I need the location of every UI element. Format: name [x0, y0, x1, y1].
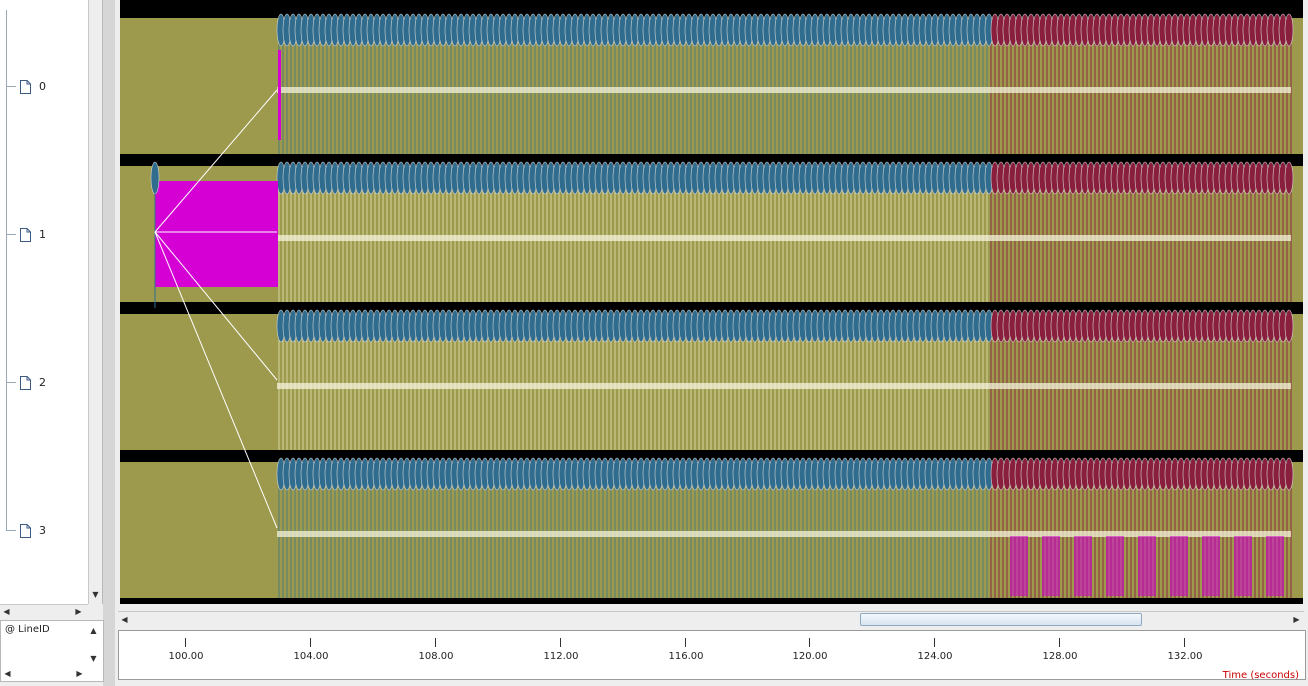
timeline-canvas[interactable]	[120, 0, 1303, 604]
attribute-label: @ LineID	[5, 624, 50, 635]
right-arrow-icon[interactable]: ▶	[1293, 614, 1300, 624]
axis-tick-label: 100.00	[168, 651, 204, 662]
state-block	[1042, 536, 1060, 596]
tree-vertical-scrollbar[interactable]: ▼	[88, 0, 102, 604]
state-oval	[150, 161, 160, 195]
document-icon	[20, 227, 31, 242]
up-arrow-icon[interactable]: ▲	[90, 625, 97, 635]
axis-tick-label: 108.00	[418, 651, 454, 662]
link-band	[277, 87, 1291, 93]
document-icon	[20, 79, 31, 94]
left-arrow-icon[interactable]: ◀	[121, 614, 128, 624]
state-block	[1010, 536, 1028, 596]
state-block	[1234, 536, 1252, 596]
tree-horizontal-scrollbar[interactable]: ◀ ▶	[0, 604, 88, 618]
axis-tick	[310, 638, 311, 647]
state-block	[1266, 536, 1284, 596]
thread-separator	[120, 0, 1303, 18]
axis-tick	[934, 638, 935, 647]
axis-tick	[809, 638, 810, 647]
panel-splitter[interactable]	[103, 0, 115, 686]
thread-separator	[120, 598, 1303, 604]
axis-tick-label: 120.00	[792, 651, 828, 662]
axis-tick-label: 132.00	[1167, 651, 1203, 662]
document-icon	[20, 375, 31, 390]
state-oval	[1284, 457, 1294, 491]
tree-item-label: 0	[39, 79, 46, 93]
axis-tick	[1184, 638, 1185, 647]
time-axis: 100.00 104.00 108.00 112.00 116.00 120.0…	[118, 630, 1306, 681]
left-arrow-icon[interactable]: ◀	[3, 606, 10, 616]
right-arrow-icon[interactable]: ▶	[75, 606, 82, 616]
axis-tick-label: 128.00	[1042, 651, 1078, 662]
tree-connector	[6, 10, 7, 530]
tree-item-1[interactable]: 1	[20, 226, 46, 242]
link-band	[277, 383, 1291, 389]
timeline-horizontal-scrollbar[interactable]: ◀ ▶	[118, 611, 1304, 627]
communication-line	[154, 89, 278, 233]
communication-line	[154, 231, 278, 529]
axis-tick-label: 104.00	[293, 651, 329, 662]
communication-line	[154, 231, 278, 381]
thread-tree-panel: 0 1 2 3	[0, 0, 103, 604]
state-oval	[1284, 309, 1294, 343]
state-block	[1138, 536, 1156, 596]
axis-tick	[1059, 638, 1060, 647]
axis-tick	[560, 638, 561, 647]
state-block	[155, 181, 278, 287]
state-oval	[1284, 13, 1294, 47]
tree-item-3[interactable]: 3	[20, 522, 46, 538]
state-oval	[1284, 161, 1294, 195]
link-band	[277, 531, 1291, 537]
tree-connector	[6, 382, 16, 383]
link-band	[277, 235, 1291, 241]
tree-connector	[6, 234, 16, 235]
document-icon	[20, 523, 31, 538]
axis-tick-label: 124.00	[917, 651, 953, 662]
right-arrow-icon[interactable]: ▶	[76, 668, 83, 678]
down-arrow-icon[interactable]: ▼	[90, 653, 97, 663]
scrollbar-thumb[interactable]	[860, 613, 1142, 626]
axis-title: Time (seconds)	[1222, 670, 1299, 681]
axis-tick	[685, 638, 686, 647]
tree-connector	[6, 86, 16, 87]
axis-tick	[435, 638, 436, 647]
state-block	[1074, 536, 1092, 596]
tree-item-label: 1	[39, 227, 46, 241]
state-block	[1106, 536, 1124, 596]
state-block	[278, 50, 281, 140]
down-arrow-icon[interactable]: ▼	[92, 589, 99, 599]
attribute-selector[interactable]: @ LineID ▲ ▼ ◀ ▶	[0, 620, 104, 682]
tree-item-label: 3	[39, 523, 46, 537]
tree-item-2[interactable]: 2	[20, 374, 46, 390]
state-block	[1202, 536, 1220, 596]
tree-connector	[6, 530, 16, 531]
axis-tick	[185, 638, 186, 647]
tree-item-0[interactable]: 0	[20, 78, 46, 94]
axis-tick-label: 112.00	[543, 651, 579, 662]
axis-tick-label: 116.00	[668, 651, 704, 662]
state-block	[1170, 536, 1188, 596]
tree-item-label: 2	[39, 375, 46, 389]
left-arrow-icon[interactable]: ◀	[4, 668, 11, 678]
